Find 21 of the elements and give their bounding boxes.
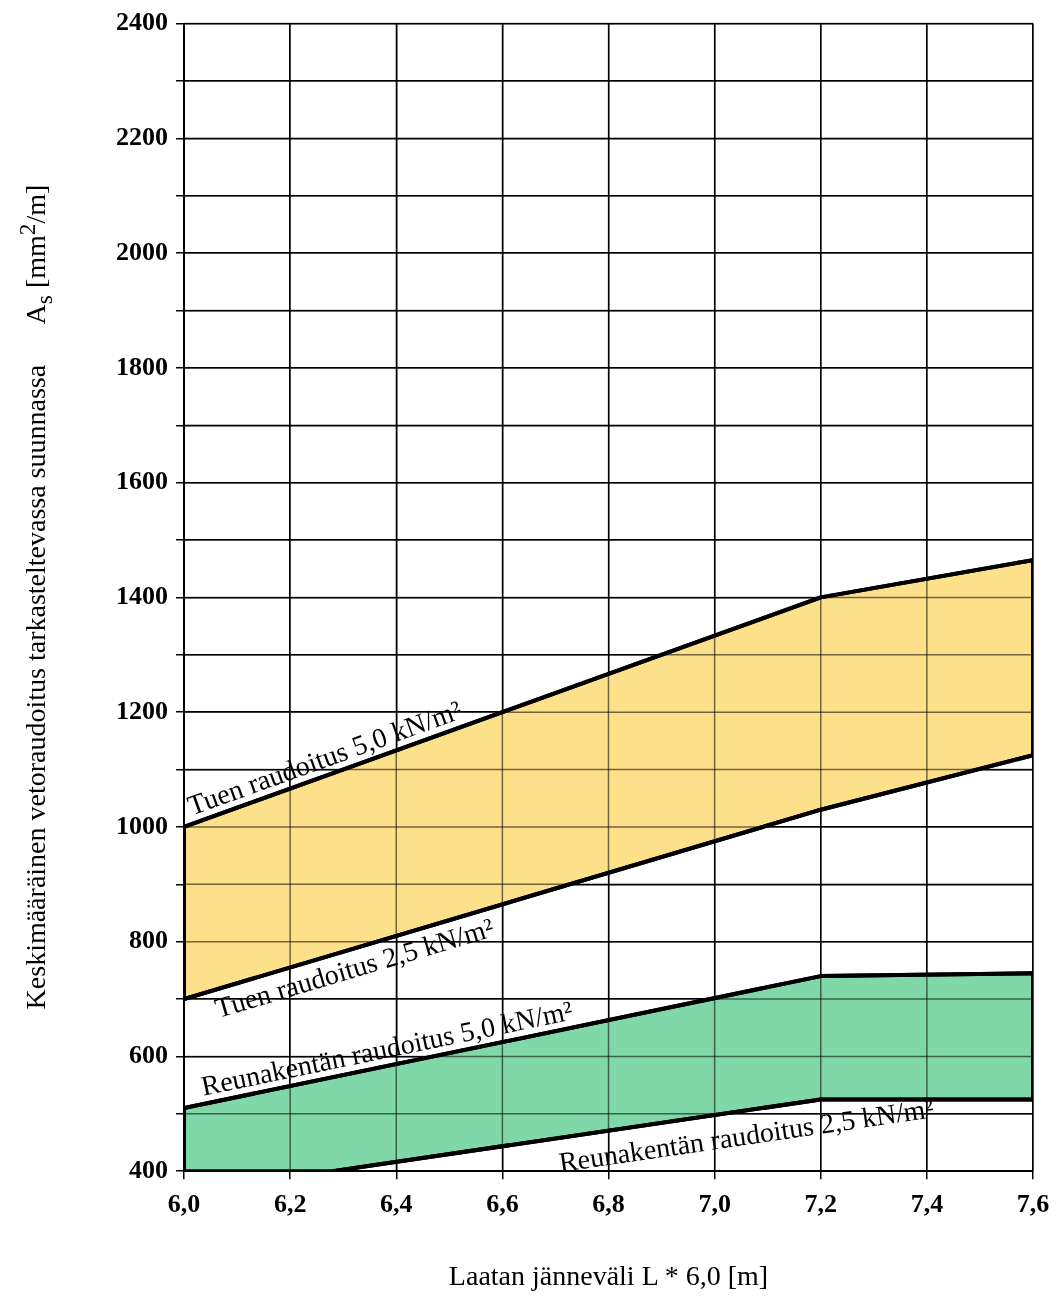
y-tick-label: 1800 xyxy=(116,351,168,381)
y-tick-label: 2200 xyxy=(116,122,168,152)
y-tick-label: 400 xyxy=(129,1154,168,1184)
x-tick-label: 6,4 xyxy=(380,1188,413,1218)
x-tick-label: 7,4 xyxy=(910,1188,944,1218)
x-tick-label: 6,6 xyxy=(486,1188,519,1218)
y-tick-label: 2000 xyxy=(116,236,168,266)
y-tick-label: 1000 xyxy=(116,810,168,840)
y-tick-label: 600 xyxy=(129,1040,168,1070)
y-tick-label: 2400 xyxy=(116,7,168,37)
x-tick-label: 6,2 xyxy=(273,1188,307,1218)
x-tick-label: 6,8 xyxy=(592,1188,625,1218)
y-tick-label: 1200 xyxy=(116,695,168,725)
x-axis-title: Laatan jänneväli L * 6,0 [m] xyxy=(448,1259,769,1291)
y-tick-label: 800 xyxy=(129,925,168,955)
x-tick-label: 7,0 xyxy=(698,1188,731,1218)
y-tick-label: 1600 xyxy=(116,466,168,496)
y-tick-label: 1400 xyxy=(116,581,168,611)
x-tick-label: 7,2 xyxy=(804,1188,837,1218)
x-tick-label: 6,0 xyxy=(167,1188,201,1218)
x-tick-label: 7,6 xyxy=(1016,1188,1050,1218)
